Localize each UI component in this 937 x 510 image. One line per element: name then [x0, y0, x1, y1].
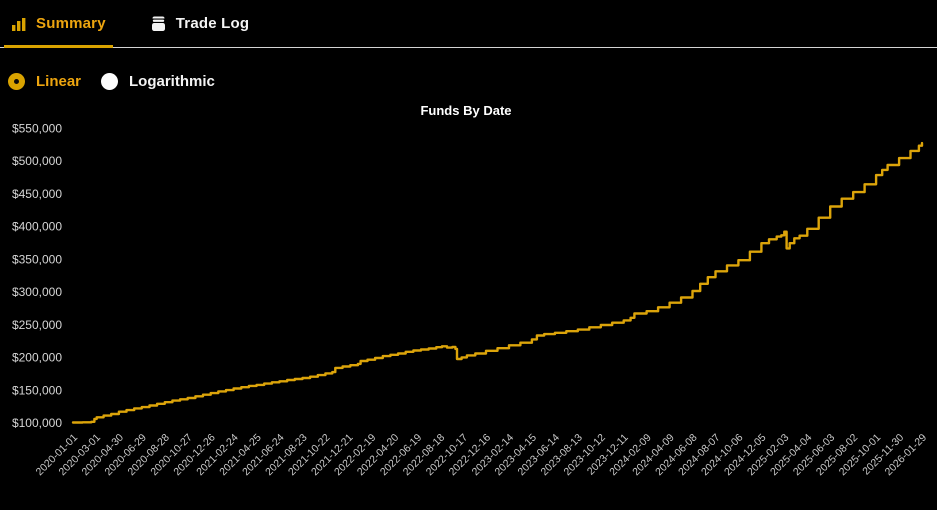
svg-text:$150,000: $150,000	[12, 383, 62, 397]
chart-title: Funds By Date	[420, 103, 512, 118]
tab-summary-label: Summary	[36, 15, 106, 32]
svg-text:$100,000: $100,000	[12, 416, 62, 430]
radio-linear-label: Linear	[36, 72, 82, 90]
tab-summary[interactable]: Summary	[4, 0, 113, 48]
svg-text:$200,000: $200,000	[12, 351, 62, 365]
svg-text:$400,000: $400,000	[12, 220, 62, 234]
svg-text:$550,000: $550,000	[12, 122, 62, 136]
radio-logarithmic-circle-icon	[101, 72, 119, 90]
svg-text:$300,000: $300,000	[12, 285, 62, 299]
svg-text:$250,000: $250,000	[12, 318, 62, 332]
scale-toggle-group: Linear Logarithmic	[8, 69, 215, 93]
radio-logarithmic[interactable]: Logarithmic	[101, 72, 215, 90]
tab-trade-log[interactable]: Trade Log	[143, 0, 256, 47]
tab-bar: Summary Trade Log	[0, 0, 937, 48]
radio-linear-circle-icon	[8, 72, 25, 90]
svg-text:$350,000: $350,000	[12, 252, 62, 266]
trade-log-stack-icon	[150, 15, 167, 32]
radio-logarithmic-label: Logarithmic	[129, 72, 215, 90]
svg-text:$450,000: $450,000	[12, 187, 62, 201]
svg-text:$500,000: $500,000	[12, 154, 62, 168]
tab-trade-log-label: Trade Log	[175, 15, 250, 32]
bar-chart-icon	[11, 16, 27, 32]
radio-linear[interactable]: Linear	[8, 72, 82, 90]
